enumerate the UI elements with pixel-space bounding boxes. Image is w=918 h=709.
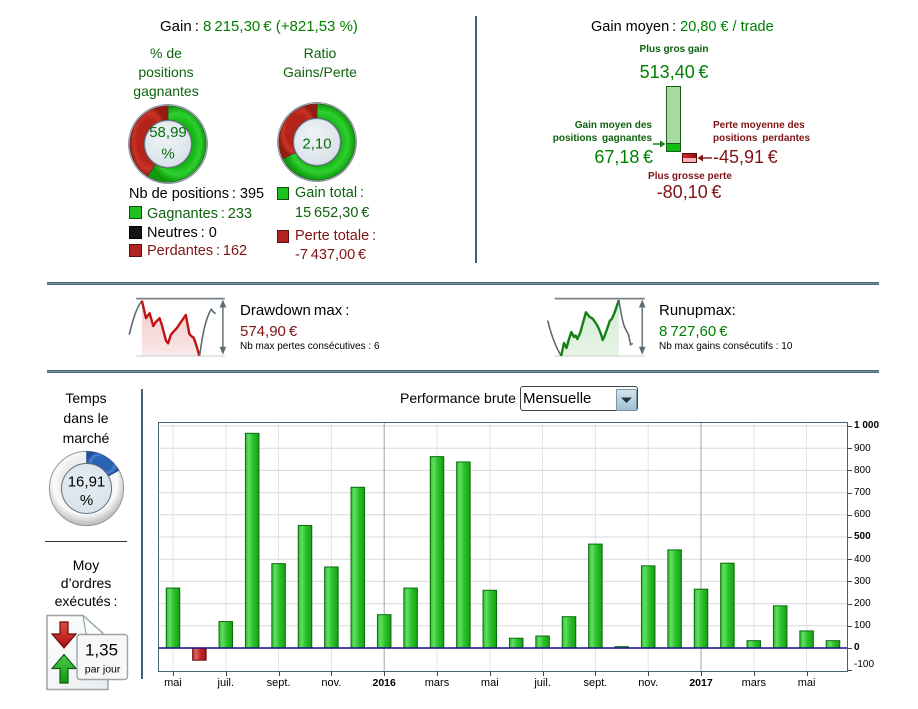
- svg-text:par jour: par jour: [85, 664, 121, 676]
- svg-text:%: %: [161, 145, 174, 162]
- svg-text:1,35: 1,35: [85, 641, 118, 660]
- svg-text:16,91: 16,91: [68, 473, 106, 490]
- svg-text:%: %: [80, 492, 93, 509]
- svg-text:58,99: 58,99: [149, 124, 187, 141]
- svg-text:2,10: 2,10: [302, 136, 331, 153]
